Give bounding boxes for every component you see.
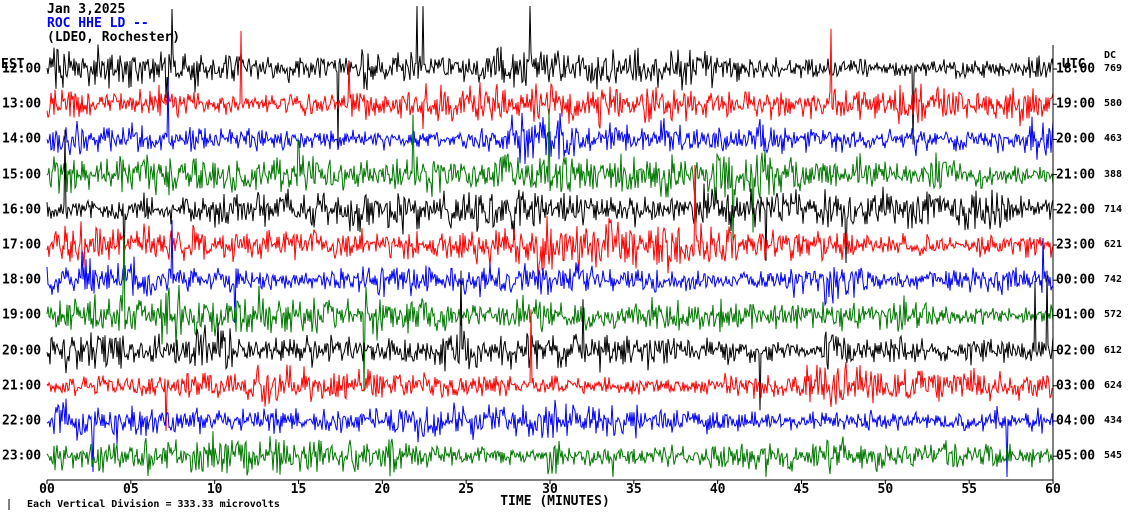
seismic-trace-21:00: [46, 309, 1054, 431]
seismic-trace-23:00: [46, 431, 1054, 478]
utc-axis-label: UTC: [1062, 57, 1086, 72]
plot-header: Jan 3,2025 ROC HHE LD -- (LDEO, Rocheste…: [47, 3, 180, 45]
seismic-trace-14:00: [46, 77, 1054, 165]
header-station-location: (LDEO, Rochester): [47, 30, 181, 45]
x-axis-title: TIME (MINUTES): [500, 494, 610, 509]
vertical-division-scale-note: Each Vertical Division = 333.33 microvol…: [27, 499, 280, 510]
seismic-trace-15:00: [46, 108, 1054, 244]
seismic-trace-19:00: [46, 236, 1054, 392]
seismic-trace-17:00: [46, 164, 1054, 283]
header-date: Jan 3,2025: [47, 2, 126, 17]
seismic-trace-12:00: [46, 5, 1054, 146]
seismic-trace-22:00: [46, 398, 1054, 478]
seismic-trace-18:00: [46, 219, 1054, 324]
seismic-trace-16:00: [46, 129, 1054, 273]
seismic-trace-13:00: [46, 28, 1054, 130]
est-axis-label: EST: [1, 57, 25, 72]
seismic-trace-20:00: [46, 270, 1054, 411]
header-station-id: ROC HHE LD --: [47, 16, 149, 31]
dc-column-label: DC: [1104, 50, 1117, 61]
